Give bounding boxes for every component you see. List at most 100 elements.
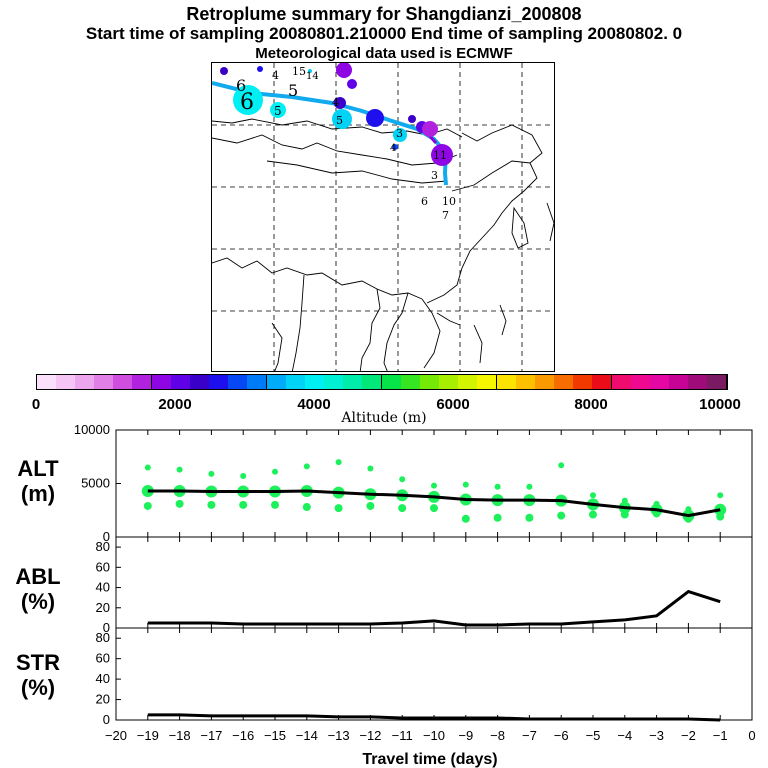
- colorbar-segment: [631, 375, 650, 389]
- y-tick-label: 60: [96, 559, 110, 574]
- map-label: 4: [272, 69, 279, 82]
- y-tick-label: 20: [96, 600, 110, 615]
- colorbar-segment: [439, 375, 458, 389]
- colorbar-segment: [650, 375, 669, 389]
- alt-ylabel-unit: (m): [20, 481, 56, 506]
- colorbar-segment: [382, 375, 401, 389]
- alt-marker-high: [399, 476, 406, 483]
- colorbar-segment: [516, 375, 535, 389]
- x-tick-label: −1: [713, 728, 728, 743]
- y-tick-label: 80: [96, 539, 110, 554]
- x-tick-label: −9: [458, 728, 473, 743]
- alt-marker-low: [525, 513, 534, 522]
- x-tick-label: −6: [554, 728, 569, 743]
- x-tick-label: −19: [137, 728, 159, 743]
- colorbar-segment: [707, 375, 727, 389]
- colorbar-segment: [535, 375, 554, 389]
- alt-marker-high: [144, 464, 151, 471]
- map-label: 15: [292, 65, 306, 78]
- map-label: 5: [274, 104, 282, 118]
- colorbar-segment: [209, 375, 228, 389]
- x-tick-label: −10: [423, 728, 445, 743]
- y-tick-label: 0: [103, 712, 110, 727]
- colorbar-segment: [497, 375, 516, 389]
- str-ylabel-unit: (%): [20, 675, 56, 700]
- colorbar-segment: [267, 375, 286, 389]
- alt-marker-low: [175, 499, 184, 508]
- y-tick-label: 0: [103, 529, 110, 544]
- y-tick-label: 5000: [81, 476, 110, 491]
- colorbar-segment: [612, 375, 631, 389]
- map-label: 5: [336, 114, 343, 127]
- colorbar-segment: [669, 375, 688, 389]
- alt-marker-low: [271, 500, 279, 509]
- x-tick-label: −7: [522, 728, 537, 743]
- alt-marker-high: [367, 465, 374, 472]
- colorbar-tick-label: 2000: [158, 396, 192, 413]
- str-series-line: [147, 713, 721, 722]
- alt-marker-low: [430, 504, 438, 513]
- colorbar-segment: [113, 375, 132, 389]
- alt-marker-low: [366, 501, 375, 510]
- abl-ylabel-unit: (%): [20, 589, 56, 614]
- alt-marker-high: [462, 481, 469, 488]
- map-coastlines: [212, 118, 554, 371]
- colorbar-segment: [190, 375, 209, 389]
- y-tick-label: 10000: [74, 422, 110, 437]
- alt-ylabel: ALT (m): [8, 456, 68, 506]
- alt-marker-low: [398, 504, 407, 513]
- x-tick-label: −4: [617, 728, 632, 743]
- colorbar-segment: [554, 375, 573, 389]
- alt-marker-low: [239, 500, 248, 509]
- altitude-colorbar: [36, 374, 728, 390]
- x-tick-label: −16: [232, 728, 254, 743]
- colorbar-segment: [152, 375, 171, 389]
- map-label: 11: [433, 149, 447, 162]
- colorbar-segment: [75, 375, 94, 389]
- colorbar-segment: [132, 375, 152, 389]
- map-label: 6: [240, 90, 254, 115]
- alt-marker-high: [717, 492, 724, 499]
- y-tick-label: 20: [96, 692, 110, 707]
- map-label: 3: [396, 127, 403, 140]
- map-labels: 6 6 5 5 4 15 14 4 5 3 4 11 3 6 10 7: [236, 65, 456, 222]
- alt-marker-high: [272, 468, 278, 475]
- x-tick-label: −17: [200, 728, 222, 743]
- x-tick-label: −18: [169, 728, 191, 743]
- y-tick-label: 80: [96, 630, 110, 645]
- chart-title: Retroplume summary for Shangdianzi_20080…: [186, 4, 582, 24]
- colorbar-axis-label: Altitude (m): [341, 410, 427, 426]
- colorbar-segment: [228, 375, 247, 389]
- colorbar-segment: [362, 375, 382, 389]
- retroplume-map: 6 6 5 5 4 15 14 4 5 3 4 11 3 6 10 7: [211, 62, 555, 372]
- colorbar-segment: [477, 375, 497, 389]
- x-tick-label: 0: [748, 728, 755, 743]
- alt-series-line: [147, 489, 721, 518]
- y-tick-label: 0: [103, 620, 110, 635]
- x-tick-label: −15: [264, 728, 286, 743]
- map-label: 14: [306, 71, 319, 82]
- y-tick-label: 40: [96, 671, 110, 686]
- map-label: 3: [431, 169, 438, 182]
- map-label: 5: [288, 81, 298, 100]
- map-label: 6: [236, 76, 246, 95]
- alt-marker-low: [461, 514, 470, 523]
- colorbar-segment: [324, 375, 343, 389]
- alt-marker-low: [589, 510, 597, 519]
- alt-marker-high: [526, 483, 533, 490]
- alt-marker-high: [240, 473, 247, 480]
- alt-marker-low: [493, 513, 502, 522]
- x-tick-label: −2: [681, 728, 696, 743]
- colorbar-segment: [401, 375, 420, 389]
- colorbar-segment: [94, 375, 113, 389]
- colorbar-segment: [343, 375, 362, 389]
- x-tick-label: −20: [105, 728, 127, 743]
- x-tick-label: −5: [586, 728, 601, 743]
- colorbar-tick-label: 4000: [297, 396, 331, 413]
- panel-frame: [115, 627, 753, 721]
- colorbar-segment: [305, 375, 324, 389]
- map-label: 7: [442, 209, 449, 222]
- y-tick-label: 60: [96, 651, 110, 666]
- x-tick-label: −11: [392, 728, 413, 743]
- x-tick-label: −12: [359, 728, 381, 743]
